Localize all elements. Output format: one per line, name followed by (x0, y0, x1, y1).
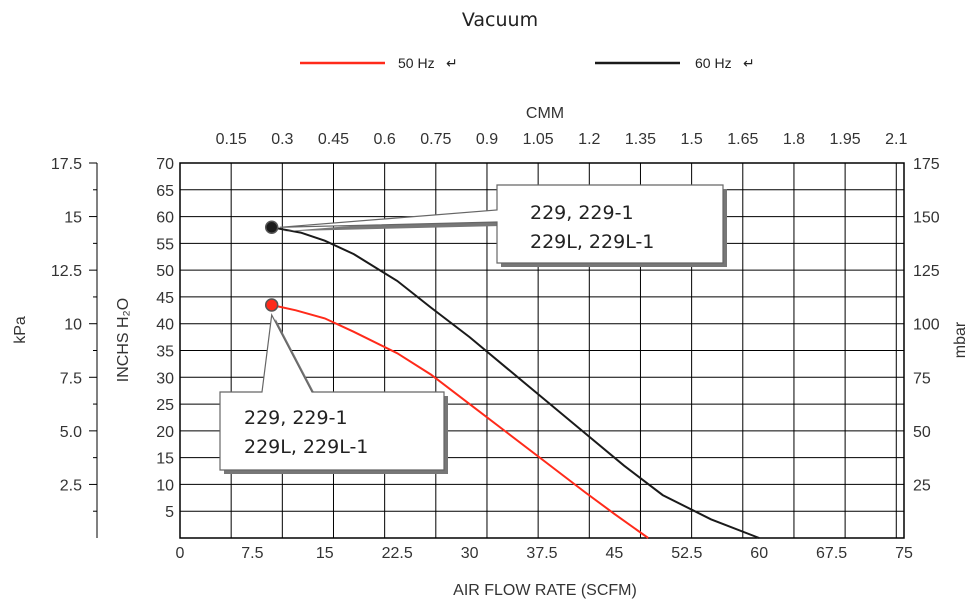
x-top-tick-label: 1.05 (523, 131, 554, 148)
series-line-50hz (271, 304, 649, 539)
plot-frame (179, 162, 905, 539)
y-tick-label: 30 (156, 370, 174, 387)
axis-ticks: 0.15 0.3 0.45 0.6 0.75 0.9 1.05 1.2 1.35 1.5 1.65 1… (51, 131, 940, 562)
x-top-tick-label: 0.6 (374, 131, 396, 148)
y-tick-label: 25 (156, 397, 174, 414)
x-tick-label: 75 (895, 545, 913, 562)
y-tick-label: 35 (156, 344, 174, 361)
x-top-tick-label: 0.75 (420, 131, 451, 148)
x-top-tick-label: 1.2 (578, 131, 600, 148)
chart-title: Vacuum (462, 9, 538, 31)
x-top-tick-label: 0.9 (476, 131, 498, 148)
legend-label-50hz: 50 Hz (398, 55, 435, 71)
y-axis-title-kpa: kPa (12, 316, 29, 344)
series-line-60hz (271, 226, 760, 539)
mbar-tick-label: 175 (913, 156, 940, 173)
callouts: 229, 229-1 229L, 229L-1 229, 229-1 229L, 22… (219, 184, 727, 474)
kpa-tick-label: 7.5 (60, 370, 82, 387)
kpa-tick-label: 17.5 (51, 156, 82, 173)
callout-box-50hz (219, 312, 445, 471)
legend-label-60hz: 60 Hz (695, 55, 732, 71)
y-tick-label: 55 (156, 236, 174, 253)
legend-return-mark-50hz: ↵ (446, 55, 458, 71)
y-axis-title-inches: INCHS H₂O (115, 298, 132, 382)
mbar-tick-label: 50 (913, 424, 931, 441)
callout-box-60hz (279, 184, 724, 264)
y-tick-label: 45 (156, 290, 174, 307)
y-tick-label: 70 (156, 156, 174, 173)
x-tick-label: 67.5 (816, 545, 847, 562)
kpa-tick-label: 12.5 (51, 263, 82, 280)
kpa-tick-label: 2.5 (60, 477, 82, 494)
x-tick-label: 45 (606, 545, 624, 562)
y-tick-label: 5 (165, 504, 174, 521)
x-tick-label: 37.5 (526, 545, 557, 562)
x-tick-label: 15 (316, 545, 334, 562)
y-axis-title-mbar: mbar (952, 321, 969, 358)
kpa-tick-label: 10 (64, 317, 82, 334)
x-top-tick-label: 1.5 (681, 131, 703, 148)
y-tick-label: 10 (156, 477, 174, 494)
kpa-tick-label: 15 (64, 210, 82, 227)
y-tick-label: 20 (156, 424, 174, 441)
x-tick-label: 22.5 (382, 545, 413, 562)
x-top-tick-label: 1.95 (830, 131, 861, 148)
x-top-tick-label: 2.1 (885, 131, 907, 148)
x-tick-label: 52.5 (671, 545, 702, 562)
x-tick-label: 7.5 (241, 545, 263, 562)
y-tick-label: 50 (156, 263, 174, 280)
y-tick-label: 65 (156, 183, 174, 200)
callout-text-50hz-line1: 229, 229-1 (244, 407, 348, 429)
x-tick-label: 60 (750, 545, 768, 562)
callout-text-60hz-line1: 229, 229-1 (530, 202, 634, 224)
series-start-marker-50hz (264, 298, 279, 312)
mbar-tick-label: 100 (913, 317, 940, 334)
y-tick-label: 40 (156, 317, 174, 334)
y-tick-label: 60 (156, 210, 174, 227)
series-layer (264, 220, 760, 539)
mbar-tick-label: 25 (913, 477, 931, 494)
x-tick-label: 30 (461, 545, 479, 562)
x-axis-title: AIR FLOW RATE (SCFM) (453, 582, 637, 599)
x-top-tick-label: 1.8 (783, 131, 805, 148)
x-top-tick-label: 0.15 (216, 131, 247, 148)
x-tick-label: 0 (176, 545, 185, 562)
series-start-marker-60hz (264, 220, 279, 235)
legend: 50 Hz ↵ 60 Hz ↵ (300, 55, 755, 71)
x-top-axis-title: CMM (526, 105, 564, 122)
x-top-tick-label: 1.35 (625, 131, 656, 148)
mbar-tick-label: 150 (913, 210, 940, 227)
legend-return-mark-60hz: ↵ (743, 55, 755, 71)
mbar-tick-label: 125 (913, 263, 940, 280)
kpa-tick-label: 5.0 (60, 424, 82, 441)
callout-text-50hz-line2: 229L, 229L-1 (244, 436, 368, 458)
mbar-tick-label: 75 (913, 370, 931, 387)
y-tick-label: 15 (156, 451, 174, 468)
x-top-tick-label: 1.65 (727, 131, 758, 148)
callout-text-60hz-line2: 229L, 229L-1 (530, 231, 654, 253)
x-top-tick-label: 0.45 (318, 131, 349, 148)
x-top-tick-label: 0.3 (271, 131, 293, 148)
